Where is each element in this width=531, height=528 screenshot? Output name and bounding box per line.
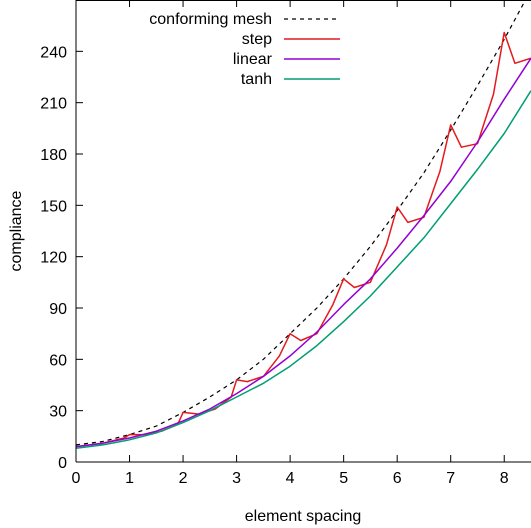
x-tick-label: 8 xyxy=(500,470,509,487)
y-tick-label: 120 xyxy=(40,250,67,267)
x-tick-label: 1 xyxy=(125,470,134,487)
y-tick-label: 90 xyxy=(49,301,67,318)
series-layer xyxy=(76,0,531,450)
x-tick-label: 3 xyxy=(232,470,241,487)
y-axis-label: compliance xyxy=(8,190,25,271)
x-tick-label: 5 xyxy=(339,470,348,487)
axes-layer xyxy=(75,0,531,463)
series-line-linear xyxy=(76,57,531,448)
y-tick-label: 0 xyxy=(58,455,67,472)
x-tick-label: 2 xyxy=(179,470,188,487)
series-line-tanh xyxy=(76,90,531,450)
legend-label: step xyxy=(242,31,272,48)
legend-label: conforming mesh xyxy=(149,11,272,28)
x-tick-label: 6 xyxy=(393,470,402,487)
series-line-step xyxy=(76,31,531,448)
y-tick-label: 30 xyxy=(49,404,67,421)
x-tick-label: 4 xyxy=(286,470,295,487)
x-tick-label: 7 xyxy=(446,470,455,487)
y-tick-label: 150 xyxy=(40,198,67,215)
legend-label: tanh xyxy=(241,71,272,88)
y-tick-label: 60 xyxy=(49,352,67,369)
series-line-conforming-mesh xyxy=(76,0,527,446)
y-tick-label: 240 xyxy=(40,44,67,61)
x-axis-label: element spacing xyxy=(245,508,362,525)
y-tick-label: 180 xyxy=(40,147,67,164)
legend-label: linear xyxy=(233,51,273,68)
y-tick-label: 210 xyxy=(40,96,67,113)
ticks-layer: 0 1 2 3 4 5 6 7 8 0 30 60 90 120 150 180 210 240 xyxy=(40,0,509,487)
x-tick-label: 0 xyxy=(72,470,81,487)
legend: conforming mesh step linear tanh xyxy=(149,11,340,88)
